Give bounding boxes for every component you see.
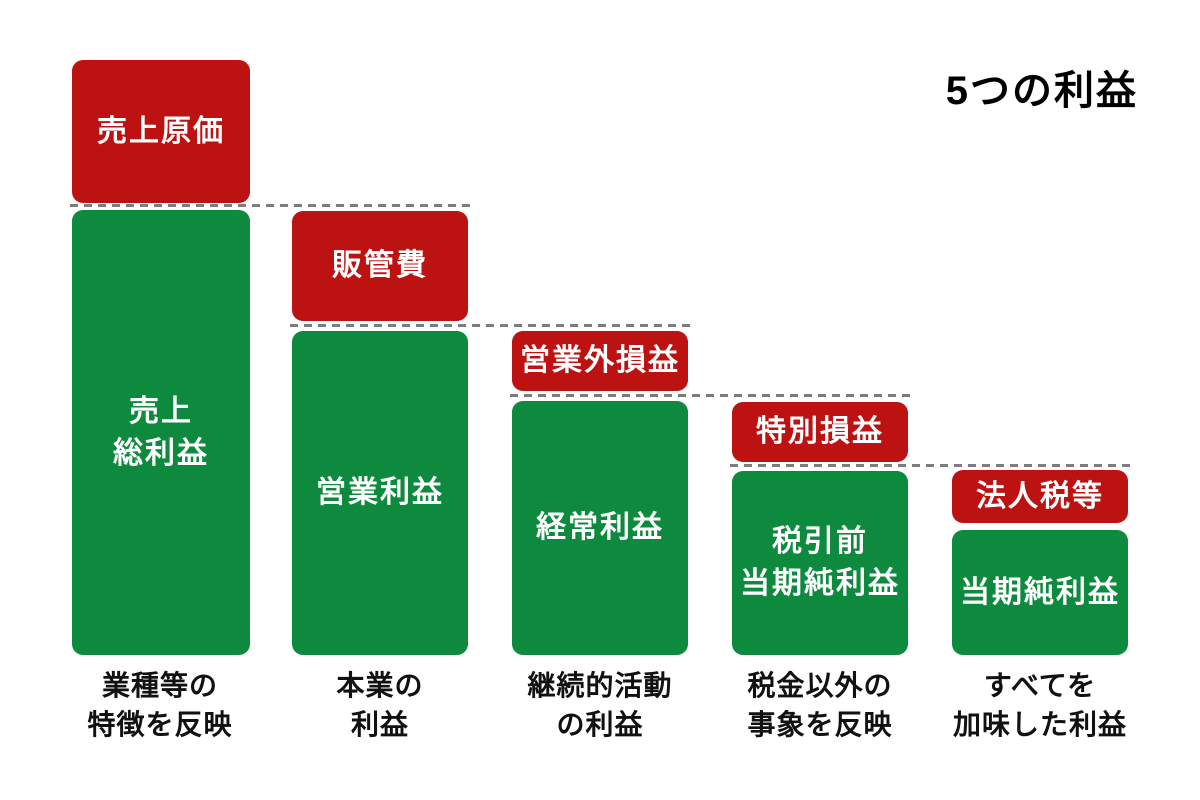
expense-label: 販管費 bbox=[332, 249, 428, 282]
profit-label-line: 経常利益 bbox=[536, 511, 664, 544]
caption-line: 特徴を反映 bbox=[87, 709, 233, 740]
caption-operating-profit: 本業の 利益 bbox=[250, 666, 510, 744]
caption-line: 利益 bbox=[350, 709, 409, 740]
caption-line: 事象を反映 bbox=[747, 709, 893, 740]
step-connector-dashed-line bbox=[290, 324, 690, 327]
caption-line: 本業の bbox=[336, 670, 424, 701]
profit-label-line: 税引前 bbox=[772, 525, 868, 558]
profit-label-line: 営業利益 bbox=[316, 476, 444, 509]
caption-line: 加味した利益 bbox=[952, 709, 1127, 740]
caption-line: の利益 bbox=[556, 709, 644, 740]
expense-label: 売上原価 bbox=[97, 114, 225, 148]
expense-label: 営業外損益 bbox=[520, 344, 680, 377]
profit-box-operating-profit: 営業利益 bbox=[292, 331, 468, 655]
caption-line: 業種等の bbox=[101, 670, 218, 701]
expense-box-non-operating-gains-losses: 営業外損益 bbox=[512, 331, 688, 391]
caption-pretax-net-profit: 税金以外の 事象を反映 bbox=[690, 666, 950, 744]
caption-line: 継続的活動 bbox=[527, 670, 673, 701]
expense-label: 法人税等 bbox=[976, 479, 1104, 513]
profit-label-line: 総利益 bbox=[113, 436, 209, 470]
caption-ordinary-profit: 継続的活動 の利益 bbox=[470, 666, 730, 744]
profit-box-net-profit: 当期純利益 bbox=[952, 530, 1128, 655]
caption-net-profit: すべてを 加味した利益 bbox=[910, 666, 1170, 744]
expense-label: 特別損益 bbox=[756, 415, 884, 448]
step-connector-dashed-line bbox=[730, 464, 1130, 467]
profit-box-pretax-net-profit: 税引前 当期純利益 bbox=[732, 471, 908, 655]
profit-label-line: 当期純利益 bbox=[960, 575, 1120, 609]
step-connector-dashed-line bbox=[70, 204, 470, 207]
expense-box-sga-expenses: 販管費 bbox=[292, 211, 468, 321]
profit-label-line: 当期純利益 bbox=[740, 567, 900, 600]
expense-box-extraordinary-gains-losses: 特別損益 bbox=[732, 402, 908, 462]
profit-box-gross-profit: 売上 総利益 bbox=[72, 210, 250, 655]
caption-line: 税金以外の bbox=[747, 670, 893, 701]
caption-gross-profit: 業種等の 特徴を反映 bbox=[30, 666, 290, 744]
profit-label-line: 売上 bbox=[129, 394, 193, 428]
page-title: 5つの利益 bbox=[945, 69, 1138, 113]
expense-box-corporate-tax: 法人税等 bbox=[952, 470, 1128, 523]
caption-line: すべてを bbox=[983, 670, 1097, 701]
expense-box-cost-of-sales: 売上原価 bbox=[72, 60, 250, 203]
profit-box-ordinary-profit: 経常利益 bbox=[512, 401, 688, 655]
step-connector-dashed-line bbox=[510, 394, 910, 397]
